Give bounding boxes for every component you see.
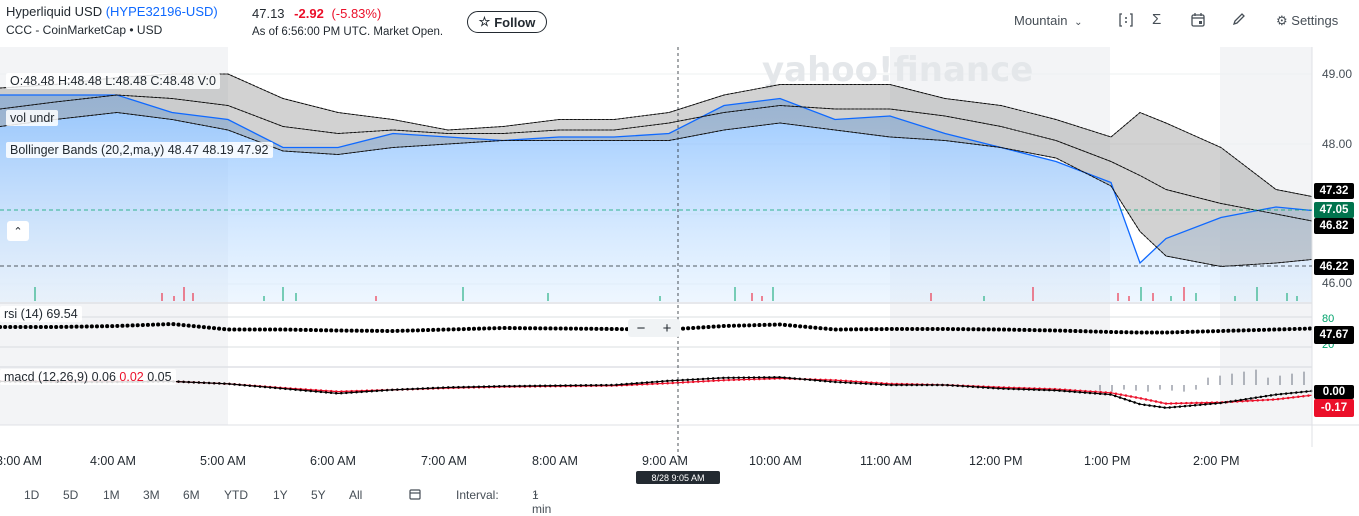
y-axis-label: 46.00 [1322,276,1353,290]
bollinger-lower-line [0,112,1313,267]
range-6m[interactable]: 6M [183,488,200,502]
macd-signal-tag: -0.17 [1314,399,1354,417]
x-axis-label: 11:00 AM [860,454,912,468]
last-price: 47.13 [252,6,285,21]
chart-area[interactable]: yahoo!finance O:48.48 H:48.48 L:48.48 C:… [0,47,1359,468]
chevron-down-icon: ⌄ [532,488,540,498]
x-axis-label: 5:00 AM [200,454,246,468]
quote-source: CCC - CoinMarketCap • USD [6,23,163,37]
range-all[interactable]: All [349,488,363,502]
asset-symbol-link[interactable]: (HYPE32196-USD) [105,4,218,19]
x-axis-label: 7:00 AM [421,454,467,468]
settings-button[interactable]: ⚙ Settings [1276,13,1338,29]
chevron-up-icon: ⌃ [13,225,23,238]
range-3m[interactable]: 3M [143,488,160,502]
gear-icon: ⚙ [1276,13,1288,28]
macd-hist-value: 0.05 [147,370,172,384]
rsi-legend[interactable]: rsi (14) 69.54 [0,306,82,322]
indicators-icon[interactable] [1119,12,1133,31]
chart-type-label: Mountain [1014,13,1068,28]
last-price-tag: 47.05 [1314,202,1354,218]
price-line [0,94,1313,265]
y-axis-label: 48.00 [1322,137,1353,151]
macd-value: 0.06 [91,370,116,384]
range-bar: 1D 5D 1M 3M 6M YTD 1Y 5Y All Interval: 1… [0,488,1359,516]
crosshair-time-label: 8/28 9:05 AM [636,471,720,484]
x-axis-label: 6:00 AM [310,454,356,468]
rsi-axis-label: 80 [1322,313,1335,325]
calendar-icon[interactable] [1191,12,1205,30]
chart-type-dropdown[interactable]: Mountain ⌄ [1014,13,1083,28]
macd-top-tag: 0.00 [1314,385,1354,399]
range-5y[interactable]: 5Y [311,488,326,502]
price-change: -2.92 [294,6,324,21]
rsi-line [0,321,1314,335]
asset-name: Hyperliquid USD [6,4,103,19]
ohlc-legend: O:48.48 H:48.48 L:48.48 C:48.48 V:0 [6,73,220,89]
bollinger-middle-line [0,94,1313,222]
x-axis-label: 12:00 PM [969,454,1023,468]
y-axis-label: 49.00 [1322,67,1353,81]
quote-header: Hyperliquid USD (HYPE32196-USD) CCC - Co… [0,0,1359,46]
chevron-down-icon: ⌄ [1074,17,1083,28]
date-range-calendar-icon[interactable] [409,488,421,503]
market-status: As of 6:56:00 PM UTC. Market Open. [252,26,444,38]
rsi-tag: 47.67 [1314,326,1354,344]
interval-label: Interval: [456,488,499,502]
range-ytd[interactable]: YTD [224,488,248,502]
x-axis-label: 4:00 AM [90,454,136,468]
bollinger-legend[interactable]: Bollinger Bands (20,2,ma,y) 48.47 48.19 … [6,142,273,158]
x-axis-label: 9:00 AM [642,454,688,468]
star-icon: ☆ [478,14,491,29]
zoom-out-button[interactable]: − [636,319,646,337]
follow-label: Follow [494,14,536,30]
macd-legend[interactable]: macd (12,26,9) 0.06 0.02 0.05 [0,369,176,385]
bollinger-band-fill [0,74,1312,267]
quote-name: Hyperliquid USD (HYPE32196-USD) [6,4,218,19]
settings-label: Settings [1291,13,1339,28]
quote-price-row: 47.13 -2.92 (-5.83%) [252,6,381,21]
volume-legend[interactable]: vol undr [6,110,59,126]
x-axis-label: 1:00 PM [1084,454,1131,468]
price-change-percent: (-5.83%) [331,6,382,21]
bollinger-upper-line [0,73,1313,197]
macd-label: macd (12,26,9) [4,370,89,384]
macd-signal-value: 0.02 [119,370,144,384]
range-1d[interactable]: 1D [24,488,40,502]
macd-signal-dots [0,377,1314,405]
range-5d[interactable]: 5D [63,488,79,502]
macd-dots [0,375,1314,410]
chart-canvas[interactable]: yahoo!finance [0,47,1359,462]
range-1y[interactable]: 1Y [273,488,288,502]
price-area [0,95,1312,302]
pencil-icon[interactable] [1232,12,1246,29]
x-axis-label: 8:00 AM [532,454,578,468]
sigma-icon[interactable]: Σ [1152,11,1162,28]
bollinger-upper-tag: 47.32 [1314,183,1354,199]
follow-button[interactable]: ☆ Follow [467,11,547,33]
zoom-in-button[interactable]: + [662,319,672,337]
zoom-controls: − + [628,319,680,337]
x-axis-label: 10:00 AM [749,454,802,468]
bollinger-lower-tag: 46.22 [1314,259,1354,275]
x-axis-label: 3:00 AM [0,454,42,468]
range-1m[interactable]: 1M [103,488,120,502]
bollinger-middle-tag: 46.82 [1314,218,1354,234]
x-axis-label: 2:00 PM [1193,454,1240,468]
watermark-logo: yahoo!finance [762,50,1033,90]
collapse-legend-button[interactable]: ⌃ [7,221,29,241]
